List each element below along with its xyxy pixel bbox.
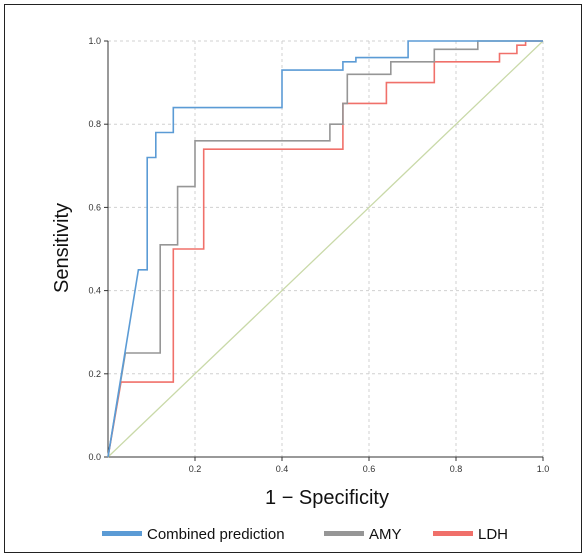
x-axis-label: 1 − Specificity	[265, 487, 389, 509]
y-tick-label-5: 1.0	[88, 36, 101, 46]
legend-label-combined-prediction: Combined prediction	[147, 526, 285, 543]
legend-swatch-combined-prediction	[102, 531, 142, 536]
y-tick-label-4: 0.8	[88, 119, 101, 129]
series-line-combined-prediction	[107, 40, 543, 458]
y-tick-label-2: 0.4	[88, 286, 101, 296]
legend-label-ldh: LDH	[478, 526, 508, 543]
reference-diagonal	[107, 40, 544, 458]
y-ticks: 0.0 0.2 0.4 0.6 0.8 1.0	[88, 36, 108, 462]
x-tick-label-3: 0.8	[450, 464, 463, 474]
y-tick-label-1: 0.2	[88, 369, 101, 379]
y-axis-label: Sensitivity	[51, 203, 73, 293]
legend-swatch-amy	[324, 531, 364, 536]
series-line-ldh	[107, 40, 543, 458]
reference-line	[107, 40, 544, 458]
y-tick-label-0: 0.0	[88, 452, 101, 462]
y-tick-label-3: 0.6	[88, 202, 101, 212]
x-tick-label-2: 0.6	[363, 464, 376, 474]
series-line-amy	[107, 40, 543, 458]
x-tick-label-1: 0.4	[276, 464, 289, 474]
x-tick-label-4: 1.0	[537, 464, 550, 474]
axes	[107, 41, 543, 458]
legend-swatch-ldh	[433, 531, 473, 536]
series-group	[107, 40, 543, 458]
x-tick-label-0: 0.2	[189, 464, 202, 474]
legend: Combined prediction AMY LDH	[102, 526, 508, 543]
x-ticks: 0.2 0.4 0.6 0.8 1.0	[189, 457, 550, 474]
legend-label-amy: AMY	[369, 526, 402, 543]
